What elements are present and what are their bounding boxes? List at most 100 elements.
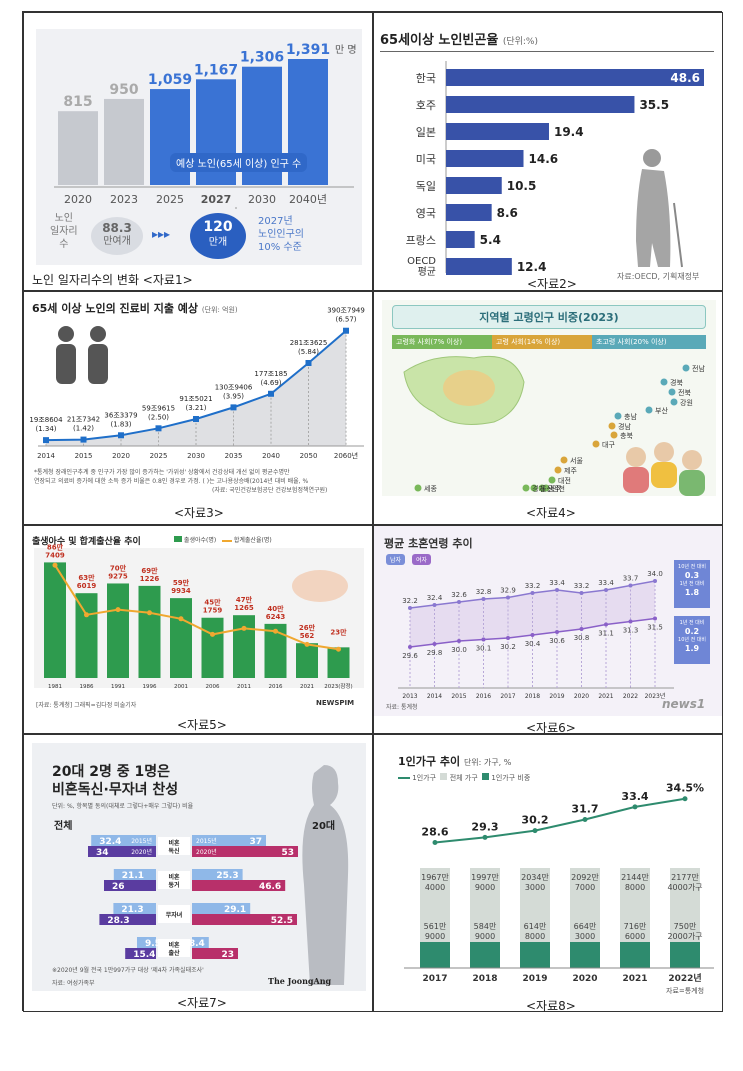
bar-value-2023: 950 bbox=[109, 82, 138, 98]
right-2020-bar-1 bbox=[192, 880, 286, 891]
bar-3 bbox=[446, 150, 524, 167]
category-aging: 고령화 사회(7% 이상) bbox=[392, 335, 492, 349]
bar-top-label-0: 86만 bbox=[47, 542, 64, 551]
female-point-6 bbox=[555, 630, 559, 634]
total-label-1-b: 9000 bbox=[475, 883, 495, 892]
share-point-0 bbox=[432, 840, 438, 846]
rate-point-8 bbox=[304, 641, 310, 647]
share-point-5 bbox=[682, 796, 688, 802]
female-point-9 bbox=[628, 619, 633, 624]
chart-title: 지역별 고령인구 비중(2023) bbox=[392, 305, 706, 329]
value-label-3: 59조9615 bbox=[142, 404, 175, 412]
person-face-0 bbox=[626, 447, 646, 467]
region-dot-6 bbox=[608, 422, 616, 430]
right-2015-value-2: 29.1 bbox=[224, 905, 246, 915]
person-face-1 bbox=[654, 442, 674, 462]
category-aged: 고령 사회(14% 이상) bbox=[492, 335, 592, 349]
note-1: *통계청 장래인구추계 중 인구가 가장 많이 증가하는 '가위성' 상황에서 … bbox=[34, 469, 290, 476]
caption: 노인 일자리수의 변화 <자료1> bbox=[32, 273, 193, 287]
panel-births: 출생아수 및 합계출산율 추이 출생아수(명) 합계출산율(명) 86만 7409… bbox=[23, 525, 373, 734]
note: ※2020년 9월 전국 1만997가구 대상 '제4차 가족실태조사' bbox=[52, 967, 204, 974]
total-label-3-a: 2092만 bbox=[571, 873, 599, 882]
region-label-16: 세종 bbox=[424, 484, 437, 493]
figure-head bbox=[643, 149, 661, 167]
region-label-12: 인천 bbox=[552, 484, 565, 493]
year-label-0: 2017 bbox=[422, 974, 447, 984]
single-label-0-b: 9000 bbox=[425, 932, 445, 941]
region-label-9: 서울 bbox=[570, 456, 583, 465]
bar-2016 bbox=[264, 623, 287, 678]
value-label-5: 130조9406 bbox=[215, 383, 253, 391]
region-label-7: 충북 bbox=[620, 431, 633, 440]
note-3: (자료: 국민건강보험공단 건강보험정책연구원) bbox=[212, 487, 328, 494]
bar-2001 bbox=[170, 598, 192, 678]
country-label-oecd-2: 평균 bbox=[418, 266, 436, 278]
person-face-2 bbox=[682, 450, 702, 470]
single-label-5-a: 750만 bbox=[674, 922, 697, 931]
left-2015-value-0: 32.4 bbox=[99, 837, 121, 847]
bar-2023(잠정) bbox=[327, 647, 350, 678]
bar-top-label-4: 59만 bbox=[173, 578, 190, 587]
baby-illustration bbox=[292, 570, 348, 602]
left-2020-bar-0 bbox=[88, 846, 156, 857]
country-label-oecd-1: OECD bbox=[407, 256, 436, 267]
bar-value-7: 12.4 bbox=[517, 260, 547, 274]
caption: <자료2> bbox=[527, 277, 577, 291]
year-label-1: 1986 bbox=[80, 684, 94, 690]
bar-2006 bbox=[201, 617, 224, 678]
female-box-label-2: 10년 전 대비 bbox=[678, 637, 706, 643]
jobs-note-3: 10% 수준 bbox=[258, 242, 302, 253]
right-year-2020: 2020년 bbox=[196, 848, 217, 856]
category-label-2: 무자녀 bbox=[166, 911, 183, 919]
bar-6 bbox=[446, 231, 475, 248]
legend-total-swatch bbox=[440, 773, 448, 780]
bar-2021 bbox=[296, 643, 318, 678]
year-label-6: 2011 bbox=[237, 684, 251, 690]
region-dot-2 bbox=[668, 388, 676, 396]
jobs-label-3: 수 bbox=[59, 239, 69, 250]
male-label-4: 32.9 bbox=[500, 587, 516, 595]
single-label-1-b: 9000 bbox=[475, 932, 495, 941]
year-label-7: 2020 bbox=[574, 693, 589, 700]
panel-single-survey: 32.4 34 37 53 2015년 2020년 2015년 2020년 비혼 독신 21.1 26… bbox=[23, 734, 373, 1012]
figure-cane bbox=[673, 202, 683, 268]
legend-single-label: 1인가구 비중 bbox=[491, 774, 531, 782]
year-label-9: 2022 bbox=[623, 693, 638, 700]
bar-4 bbox=[446, 177, 502, 194]
female-label-5: 30.4 bbox=[525, 640, 541, 648]
total-label-2-a: 2034만 bbox=[521, 873, 549, 882]
category-label-3-b: 출산 bbox=[168, 949, 180, 957]
chart-title: 평균 초혼연령 추이 bbox=[384, 537, 473, 550]
ratio-label-0: (1.34) bbox=[35, 425, 56, 433]
bar-7 bbox=[446, 258, 512, 275]
area-fill bbox=[46, 330, 346, 446]
male-box-label-1: 10년 전 대비 bbox=[678, 564, 706, 570]
year-label-2: 2015 bbox=[451, 693, 466, 700]
region-label-14: 울산 bbox=[540, 484, 553, 493]
title-line-2: 비혼독신·무자녀 찬성 bbox=[52, 782, 179, 798]
bar-bot-label-4: 9934 bbox=[171, 587, 191, 595]
bar-value-2040년: 1,391 bbox=[286, 42, 330, 58]
ratio-label-3: (2.50) bbox=[148, 413, 169, 421]
rate-point-2 bbox=[115, 607, 121, 613]
male-box-value-1: 0.3 bbox=[684, 571, 700, 580]
bar-top-label-8: 26만 bbox=[299, 623, 316, 632]
female-label-10: 31.5 bbox=[647, 624, 663, 632]
ratio-label-8: (6.57) bbox=[335, 316, 356, 324]
person-head-1 bbox=[58, 326, 74, 342]
legend-single-swatch bbox=[482, 773, 490, 780]
female-point-3 bbox=[481, 637, 486, 642]
region-dot-5 bbox=[614, 412, 622, 420]
title-text: 65세이상 노인빈곤율 bbox=[380, 33, 499, 48]
country-label-2: 일본 bbox=[416, 125, 436, 139]
point-5 bbox=[230, 404, 237, 411]
region-dot-16 bbox=[414, 484, 422, 492]
bar-value-2025: 1,059 bbox=[148, 72, 192, 88]
legend-line-swatch bbox=[221, 539, 232, 542]
ratio-label-5: (3.95) bbox=[223, 392, 244, 400]
ratio-label-2: (1.83) bbox=[110, 420, 131, 428]
total-label-2-b: 3000 bbox=[525, 883, 545, 892]
right-head: 20대 bbox=[312, 821, 336, 832]
